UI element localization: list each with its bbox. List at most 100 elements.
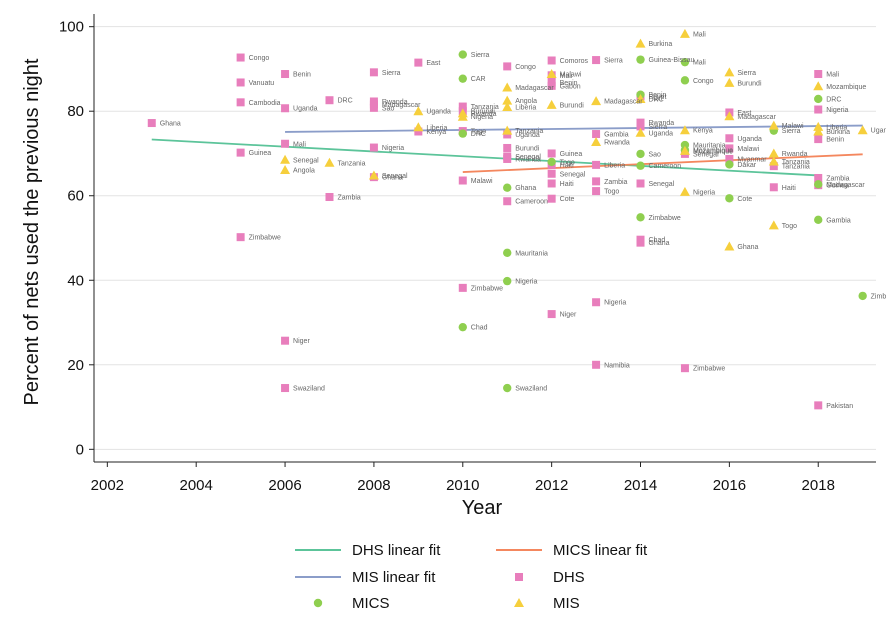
mics-point [814,94,823,104]
point-label: Malawi [737,146,759,153]
mis-point [679,125,690,135]
point-label: Madagascar [826,182,865,189]
dhs-point [592,160,601,169]
mis-fit-line [285,124,863,133]
point-label: Burundi [471,109,496,116]
point-labels: Ghana Congo Vanuatu Cambodia Guinea Zimbabwe B… [160,31,886,410]
x-tick-label: 2016 [713,477,746,494]
point-label: Uganda [426,109,451,116]
legend-swatch [514,598,524,607]
point-label: Sierra [382,70,401,77]
dhs-point [147,119,156,128]
mis-point [635,127,646,137]
point-label: Mali [693,60,706,67]
point-label: Senegal [649,181,675,188]
mis-point [546,99,557,109]
point-label: Senegal [293,157,319,164]
mis-point [679,186,690,196]
point-label: Rwanda [604,140,630,147]
point-label: Dakar [737,162,756,169]
dhs-point [547,149,556,158]
dhs-point [769,162,778,171]
point-label: Togo [560,159,575,166]
y-tick-label: 60 [67,188,84,205]
dhs-point [814,173,823,182]
point-label: Chad [471,325,488,332]
point-label: Congo [693,78,714,85]
dhs-point [369,143,378,152]
mics-point [680,57,690,67]
point-label: Cote [560,196,575,203]
dhs-point [503,62,512,71]
dhs-point [725,144,734,153]
point-label: Sierra [471,52,490,59]
dhs-point [592,187,601,196]
mics-point [636,55,645,64]
point-label: Ghana [737,244,758,251]
point-label: Benin [649,92,667,99]
legend-label: MIS [553,595,580,612]
x-tick-label: 2006 [268,477,301,494]
point-label: Kenya [693,128,713,135]
point-label: Liberia [826,124,847,131]
point-label: Zimbabwe [471,285,503,292]
fit-lines [151,124,863,177]
point-label: Egypt [649,94,667,101]
point-label: East [737,110,751,117]
point-label: Malawi [560,72,582,79]
dhs-point [236,53,245,62]
mis-point [502,82,513,92]
y-axis-title: Percent of nets used the previous night [21,58,43,405]
point-label: Nigeria [826,107,848,114]
point-label: Cameroon [515,199,548,206]
point-label: Cambodia [249,100,281,107]
mis-point [724,111,735,121]
mis-point [768,148,779,158]
point-label: Ghana [160,121,181,128]
mis-point [724,67,735,77]
mis-point [368,170,379,180]
mis-point [857,125,868,135]
point-label: Guinea [826,183,849,190]
x-tick-label: 2008 [357,477,390,494]
point-label: Cameroon [649,163,682,170]
dhs-point [281,70,290,79]
point-label: Togo [471,129,486,136]
dhs-point [325,96,334,105]
point-label: Mali [293,141,306,148]
point-label: Zimbabwe [871,293,886,300]
point-label: DRC [337,98,352,105]
dhs-point [814,105,823,114]
point-label: Nigeria [693,189,715,196]
mics-point [503,183,512,192]
point-label: Senegal [693,151,719,158]
dhs-point [369,68,378,77]
dhs-point [814,401,823,410]
dhs-point [592,130,601,139]
point-label: Rwanda [515,156,541,163]
point-label: Comoros [560,58,589,65]
point-label: Congo [515,64,536,71]
data-points [147,28,868,410]
dhs-point [547,194,556,203]
point-label: East [426,60,440,67]
mis-point [413,122,424,132]
mis-point [413,106,424,116]
point-label: CAR [471,76,486,83]
dhs-point [547,56,556,65]
mics-point [503,248,512,257]
dhs-point [281,384,290,393]
point-label: Mozambique [693,148,733,155]
dhs-point [636,238,645,247]
mics-point [725,194,734,203]
dhs-point [547,310,556,319]
dhs-point [458,176,467,185]
mics-fit-line [462,153,863,173]
mics-point [503,276,512,286]
dhs-point [236,78,245,87]
dhs-point [769,183,778,192]
dhs-point [503,154,512,163]
point-label: Ghana [649,240,670,247]
point-label: Burkina [649,41,673,48]
point-label: Malawi [471,178,493,185]
